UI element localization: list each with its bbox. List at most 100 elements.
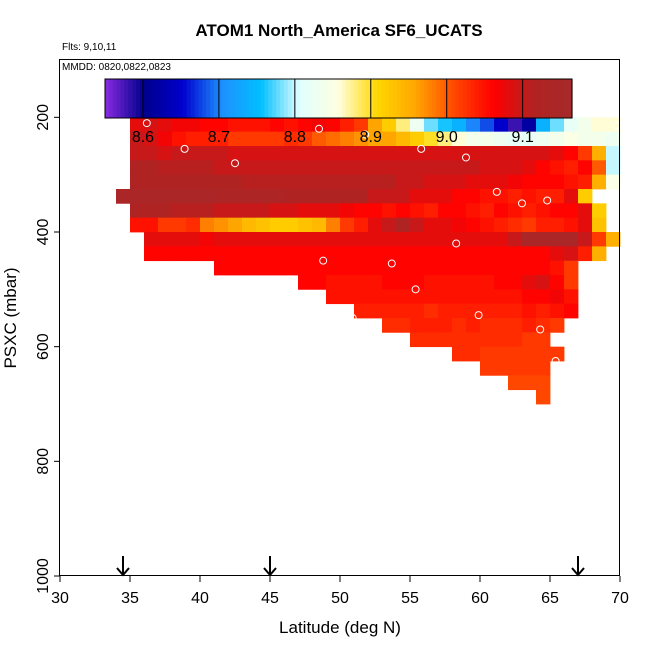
heat-cell xyxy=(536,260,551,276)
heat-cell xyxy=(494,174,509,190)
heat-cell xyxy=(382,131,397,147)
heat-cell xyxy=(536,375,551,391)
heat-cell xyxy=(228,232,243,247)
heat-cell xyxy=(144,131,159,147)
heat-cell xyxy=(326,260,341,276)
heat-cell xyxy=(494,217,509,233)
y-tick-label: 600 xyxy=(35,333,52,360)
heat-cell xyxy=(592,146,607,161)
heat-cell xyxy=(494,246,509,262)
colorbar-swatch xyxy=(210,79,215,118)
colorbar-swatch xyxy=(237,79,242,118)
heat-cell xyxy=(410,232,425,247)
colorbar-swatch xyxy=(552,79,558,118)
heat-cell xyxy=(256,131,271,147)
colorbar-tick-label: 8.9 xyxy=(360,129,382,146)
heat-cell xyxy=(536,146,551,161)
heat-cell xyxy=(424,117,439,133)
colorbar-swatch xyxy=(116,79,122,118)
heat-cell xyxy=(438,160,453,176)
heat-cell xyxy=(382,203,397,219)
colorbar-swatch xyxy=(544,79,550,118)
heat-cell xyxy=(550,275,565,290)
heat-cell xyxy=(298,246,313,262)
heat-cell xyxy=(242,189,257,204)
heat-cell xyxy=(228,131,243,147)
heat-cell xyxy=(522,275,537,290)
colorbar-swatch xyxy=(435,79,441,118)
heat-cell xyxy=(494,275,509,290)
heat-cell xyxy=(522,332,537,348)
heat-cell xyxy=(410,146,425,161)
heat-cell xyxy=(508,203,523,219)
heat-cell xyxy=(312,131,327,147)
heat-cell xyxy=(172,131,187,147)
heat-cell xyxy=(158,174,173,190)
heat-cell xyxy=(508,332,523,348)
heat-cell xyxy=(466,232,481,247)
heat-cell xyxy=(228,217,243,233)
heat-cell xyxy=(130,217,145,233)
heat-cell xyxy=(424,203,439,219)
heat-cell xyxy=(522,303,537,319)
colorbar-swatch xyxy=(342,79,347,118)
colorbar-swatch xyxy=(385,79,390,118)
colorbar-swatch xyxy=(377,79,382,118)
heat-cell xyxy=(284,160,299,176)
heat-cell xyxy=(200,246,215,262)
heat-cell xyxy=(340,117,355,133)
sample-point xyxy=(536,325,545,334)
heat-cell xyxy=(396,246,411,262)
heat-cell xyxy=(410,203,425,219)
heat-cell xyxy=(256,260,271,276)
heat-cell xyxy=(312,246,327,262)
latitude-arrow xyxy=(263,556,277,577)
heat-cell xyxy=(340,203,355,219)
heat-cell xyxy=(354,160,369,176)
heat-cell xyxy=(312,146,327,161)
heat-cell xyxy=(438,203,453,219)
heat-cell xyxy=(340,131,355,147)
colorbar-swatch xyxy=(315,79,320,118)
y-tick-label: 400 xyxy=(35,219,52,246)
heat-cell xyxy=(452,232,467,247)
heat-cell xyxy=(270,232,285,247)
heat-cell xyxy=(508,174,523,190)
colorbar-swatch xyxy=(229,79,235,118)
colorbar-swatch xyxy=(284,79,289,118)
y-tick-label: 200 xyxy=(35,104,52,131)
heat-cell xyxy=(550,318,565,333)
heat-cell xyxy=(144,146,159,161)
heat-cell xyxy=(200,117,215,133)
heat-cell xyxy=(438,289,453,305)
heat-cell xyxy=(312,160,327,176)
heat-cell xyxy=(368,232,383,247)
heat-cell xyxy=(186,146,201,161)
heat-cell xyxy=(480,117,495,133)
heat-cell xyxy=(284,131,299,147)
heat-cell xyxy=(480,232,495,247)
heat-cell xyxy=(326,174,341,190)
heat-cell xyxy=(536,361,551,376)
heat-cell xyxy=(564,189,579,204)
heat-cell xyxy=(144,246,159,262)
y-axis: 200 400 600 800 1000 xyxy=(35,104,60,594)
heat-cell xyxy=(340,275,355,290)
heat-cell xyxy=(242,146,257,161)
colorbar-swatch xyxy=(147,79,153,118)
heat-cell xyxy=(158,146,173,161)
heat-cell xyxy=(396,303,411,319)
heat-cell xyxy=(592,203,607,219)
sample-point xyxy=(411,285,420,294)
heat-cell xyxy=(256,174,271,190)
heat-cell xyxy=(256,189,271,204)
sample-point xyxy=(319,256,328,265)
heat-cell xyxy=(466,246,481,262)
colorbar-swatch xyxy=(175,79,180,118)
heat-cell xyxy=(494,361,509,376)
heat-cell xyxy=(242,174,257,190)
colorbar-frame xyxy=(104,78,573,119)
heat-cell xyxy=(354,117,369,133)
heat-cell xyxy=(424,246,439,262)
